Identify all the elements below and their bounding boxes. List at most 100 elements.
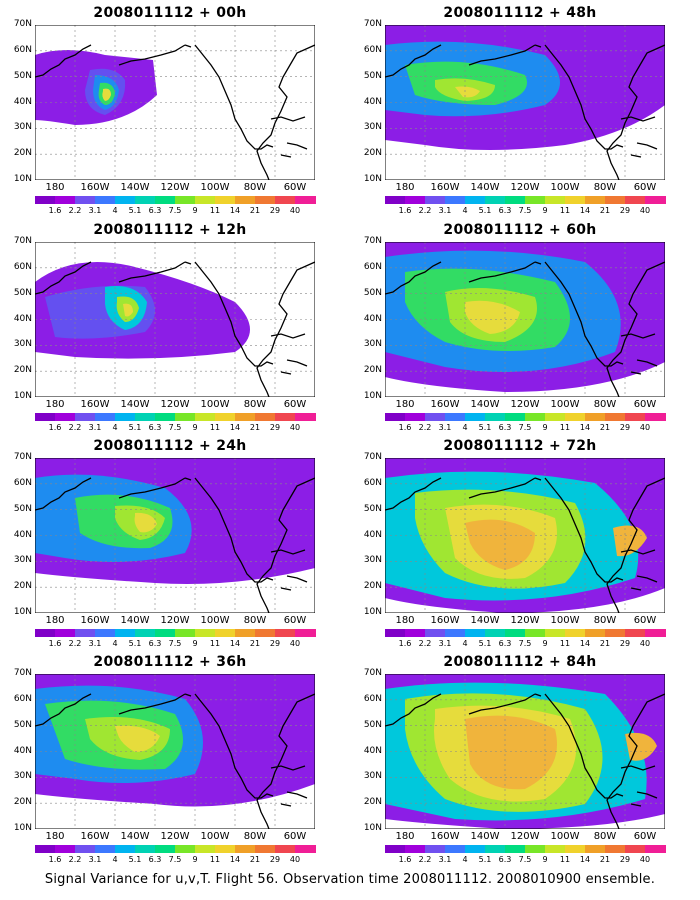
- lat-label: 10N: [363, 174, 382, 184]
- lon-label: 120W: [160, 831, 190, 842]
- lon-label: 140W: [120, 399, 150, 410]
- lat-label: 60N: [363, 44, 382, 55]
- colorbar-label: 40: [289, 206, 301, 215]
- colorbar-label: 21: [249, 639, 261, 648]
- map-panel-00h: 2008011112 + 00h 70N 60N 50N 40N 30N 20N 10N 180…: [0, 5, 340, 220]
- colorbar-label: 7.5: [168, 423, 182, 432]
- colorbar-label: 5.1: [478, 855, 492, 864]
- map-panel-12h: 2008011112 + 12h 70N 60N 50N 40N 30N 20N 10N 180…: [0, 222, 340, 437]
- colorbar-label: 9: [542, 423, 548, 432]
- colorbar-swatch: [255, 196, 276, 204]
- colorbar-label: 29: [619, 639, 631, 648]
- lat-label: 70N: [13, 668, 32, 678]
- colorbar-swatch: [75, 413, 96, 421]
- lon-label: 180: [45, 831, 65, 842]
- colorbar-swatch: [445, 413, 466, 421]
- colorbar-label: 6.3: [498, 639, 512, 648]
- colorbar-label: 4: [462, 206, 468, 215]
- colorbar-swatch: [485, 629, 506, 637]
- colorbar-swatch: [465, 196, 486, 204]
- colorbar-swatch: [385, 196, 406, 204]
- lon-label: 160W: [80, 399, 110, 410]
- colorbar-swatch: [585, 196, 606, 204]
- variance-map: [35, 674, 315, 829]
- variance-map: [35, 458, 315, 613]
- colorbar-swatch: [565, 629, 586, 637]
- lat-label: 10N: [363, 823, 382, 833]
- colorbar-swatch: [405, 629, 426, 637]
- colorbar-swatch: [525, 629, 546, 637]
- colorbar-swatch: [295, 845, 316, 853]
- lon-label: 120W: [510, 399, 540, 410]
- figure-caption: Signal Variance for u,v,T. Flight 56. Ob…: [44, 872, 656, 887]
- lat-label: 70N: [363, 668, 382, 678]
- lon-label: 80W: [243, 399, 267, 410]
- colorbar-label: 4: [462, 423, 468, 432]
- colorbar-label: 40: [639, 206, 651, 215]
- colorbar-swatch: [115, 413, 136, 421]
- colorbar-swatch: [95, 629, 116, 637]
- colorbar-label: 3.1: [438, 206, 452, 215]
- lat-label: 60N: [13, 693, 32, 704]
- lat-label: 40N: [363, 745, 382, 756]
- colorbar-label: 5.1: [128, 639, 142, 648]
- colorbar-label: 40: [639, 639, 651, 648]
- colorbar-label: 6.3: [498, 423, 512, 432]
- lon-label: 160W: [430, 399, 460, 410]
- lat-label: 70N: [13, 452, 32, 462]
- colorbar-swatch: [215, 413, 236, 421]
- colorbar-label: 5.1: [478, 423, 492, 432]
- colorbar-label: 2.2: [68, 206, 82, 215]
- colorbar-swatch: [465, 845, 486, 853]
- colorbar-swatch: [175, 629, 196, 637]
- colorbar-label: 40: [289, 639, 301, 648]
- lat-label: 20N: [13, 365, 32, 376]
- colorbar-swatch: [585, 845, 606, 853]
- lat-label: 70N: [13, 19, 32, 29]
- colorbar-swatch: [485, 413, 506, 421]
- lon-label: 60W: [283, 182, 307, 193]
- colorbar-label: 29: [269, 423, 281, 432]
- map-panel-48h: 2008011112 + 48h 70N 60N 50N 40N 30N 20N 10N 180…: [350, 5, 690, 220]
- lat-label: 30N: [13, 555, 32, 566]
- colorbar-label: 6.3: [148, 206, 162, 215]
- lon-label: 160W: [430, 615, 460, 626]
- colorbar-label: 3.1: [88, 206, 102, 215]
- coastline: [35, 693, 315, 829]
- colorbar-swatch: [175, 413, 196, 421]
- colorbar-label: 40: [639, 855, 651, 864]
- colorbar-label: 14: [579, 639, 591, 648]
- colorbar-label: 9: [192, 206, 198, 215]
- colorbar-swatch: [195, 629, 216, 637]
- colorbar-swatch: [625, 629, 646, 637]
- colorbar-label: 40: [289, 855, 301, 864]
- lat-label: 20N: [363, 365, 382, 376]
- colorbar-label: 5.1: [128, 855, 142, 864]
- colorbar-swatch: [75, 196, 96, 204]
- variance-map: [385, 25, 665, 180]
- lat-label: 60N: [13, 261, 32, 272]
- colorbar-swatch: [115, 629, 136, 637]
- colorbar-label: 14: [229, 206, 241, 215]
- colorbar-swatch: [175, 196, 196, 204]
- colorbar-swatch: [545, 413, 566, 421]
- lon-label: 120W: [510, 182, 540, 193]
- map-area: [35, 242, 315, 397]
- lat-label: 40N: [363, 96, 382, 107]
- colorbar-label: 5.1: [128, 423, 142, 432]
- colorbar-label: 1.6: [48, 423, 62, 432]
- colorbar-label: 2.2: [68, 639, 82, 648]
- colorbar-label: 29: [619, 855, 631, 864]
- lat-label: 40N: [363, 313, 382, 324]
- colorbar-swatch: [135, 196, 156, 204]
- lon-label: 180: [395, 831, 415, 842]
- colorbar-label: 5.1: [478, 206, 492, 215]
- colorbar-swatch: [565, 845, 586, 853]
- colorbar-label: 2.2: [418, 423, 432, 432]
- colorbar-label: 3.1: [88, 423, 102, 432]
- colorbar-swatch: [115, 196, 136, 204]
- colorbar-swatch: [445, 845, 466, 853]
- colorbar-swatch: [215, 196, 236, 204]
- colorbar-label: 1.6: [398, 639, 412, 648]
- colorbar-swatch: [55, 629, 76, 637]
